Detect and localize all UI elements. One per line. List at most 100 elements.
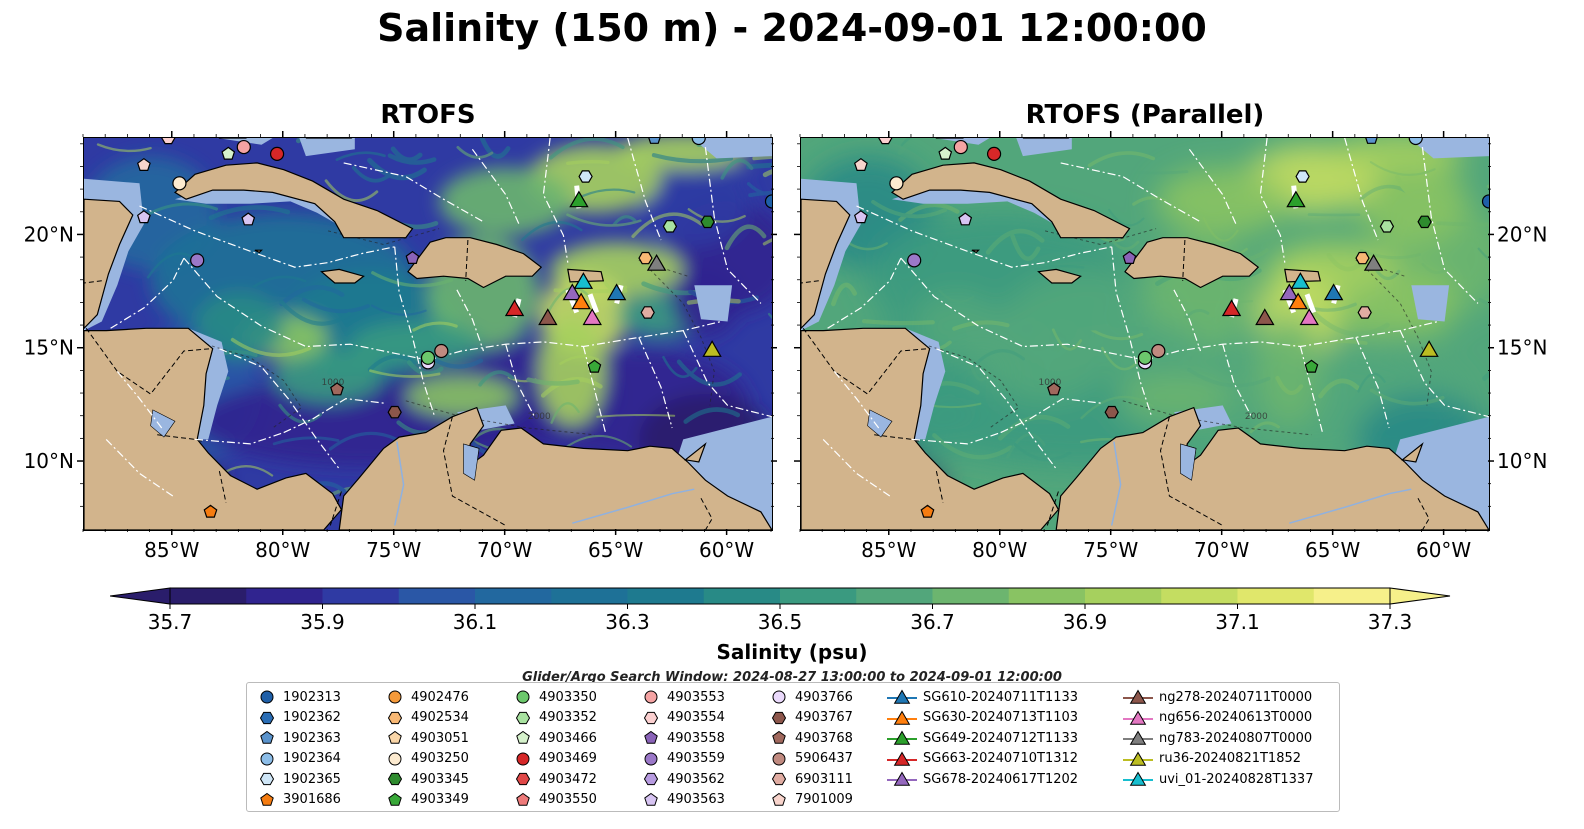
argo-float-4903563[interactable] (853, 210, 868, 224)
argo-float-4903250[interactable] (172, 176, 187, 191)
glider-ng278[interactable] (538, 308, 558, 326)
map-panel-rtofs-parallel[interactable]: 100010002000 (800, 137, 1490, 531)
argo-float-4903345[interactable] (700, 215, 715, 229)
argo-float-1902365[interactable] (578, 170, 593, 183)
argo-float-4903553[interactable] (236, 139, 251, 155)
colorbar-tick-label: 35.9 (300, 610, 345, 634)
legend-label: 4903554 (667, 710, 725, 725)
argo-float-4902534[interactable] (1355, 251, 1370, 265)
argo-float-4903767[interactable] (1104, 405, 1119, 419)
lon-tick-label: 60°W (1416, 538, 1471, 562)
glider-ng656[interactable] (1299, 308, 1319, 326)
glider-SG630[interactable] (571, 292, 591, 310)
argo-float-4903466[interactable] (221, 146, 236, 160)
eez-boundary (343, 162, 484, 223)
argo-float-1902365[interactable] (1295, 170, 1310, 183)
legend-label: 3901686 (283, 792, 341, 807)
argo-float-4903554[interactable] (161, 138, 176, 145)
argo-float-4903559[interactable] (907, 253, 922, 268)
argo-float-7901009[interactable] (136, 157, 151, 172)
argo-float-4903352[interactable] (1379, 220, 1395, 233)
argo-float-4903553[interactable] (953, 139, 968, 155)
glider-ng278[interactable] (1255, 308, 1275, 326)
shelf-area (1411, 285, 1450, 322)
argo-float-4903469[interactable] (986, 146, 1002, 161)
legend-item: 4903554 (641, 708, 725, 728)
glider-SG678[interactable] (1279, 283, 1299, 301)
glider-SG649[interactable] (569, 190, 589, 208)
legend-label: 4903350 (539, 689, 597, 705)
lon-tick-label: 70°W (477, 538, 532, 562)
isobath-contour (205, 343, 303, 429)
argo-float-4903563[interactable] (958, 212, 973, 226)
argo-float-4903767[interactable] (387, 405, 402, 419)
glider-uvi_01[interactable] (1290, 272, 1311, 289)
argo-float-7901009[interactable] (853, 157, 868, 172)
argo-float-4903559[interactable] (190, 253, 205, 268)
colorbar-segment (932, 588, 1010, 604)
argo-float-6903111[interactable] (640, 306, 655, 319)
argo-float-4903250[interactable] (889, 176, 904, 191)
legend-label: 4902534 (411, 710, 469, 725)
argo-float-4903558[interactable] (1122, 250, 1137, 265)
argo-float-5906437[interactable] (434, 343, 449, 359)
argo-float-4903350[interactable] (1137, 350, 1153, 365)
legend-item: 4903558 (641, 728, 725, 748)
glider-SG678[interactable] (562, 283, 582, 301)
legend-item: 1902363 (257, 728, 341, 748)
land-cuba (174, 162, 414, 239)
argo-float-4903563[interactable] (241, 212, 256, 226)
glider-SG610[interactable] (1323, 283, 1344, 301)
glider-uvi_01[interactable] (573, 272, 594, 289)
argo-float-5906437[interactable] (1151, 343, 1166, 359)
argo-float-1902313[interactable] (764, 194, 773, 209)
argo-float-1902363[interactable] (648, 138, 661, 144)
argo-float-1902363[interactable] (1365, 138, 1378, 144)
argo-float-4903469[interactable] (269, 146, 285, 161)
lon-tick-label: 65°W (588, 538, 643, 562)
argo-float-4903558[interactable] (405, 250, 420, 265)
argo-float-3901686[interactable] (920, 504, 935, 518)
eez-boundary (704, 147, 762, 304)
argo-float-4903563[interactable] (136, 210, 151, 224)
argo-float-4903349[interactable] (587, 359, 602, 373)
isobath-contour (1122, 400, 1312, 436)
argo-float-4903466[interactable] (938, 146, 953, 160)
argo-float-4903352[interactable] (662, 220, 678, 233)
argo-float-4903768[interactable] (330, 382, 344, 396)
lon-tick-label: 85°W (861, 538, 916, 562)
glider-ru36[interactable] (1419, 340, 1439, 357)
glider-ng656[interactable] (582, 308, 602, 326)
river (1110, 441, 1122, 526)
argo-float-1902313[interactable] (1481, 194, 1490, 209)
glider-ng783[interactable] (646, 254, 667, 271)
isobath-contour (1366, 269, 1432, 406)
country-border (874, 434, 921, 443)
colorbar-tick-label: 36.9 (1063, 610, 1108, 634)
legend-marker (260, 752, 274, 765)
argo-float-4903349[interactable] (1304, 359, 1319, 373)
land-puertorico (567, 268, 605, 283)
legend-item: uvi_01-20240828T1337 (1123, 769, 1313, 789)
glider-SG610[interactable] (606, 283, 627, 301)
colorbar: 35.7 35.9 36.1 36.3 36.5 36.7 36.9 37.1 37.3 (110, 587, 1451, 634)
argo-float-4902534[interactable] (638, 251, 653, 265)
argo-float-3901686[interactable] (203, 504, 218, 518)
argo-float-1902364[interactable] (691, 138, 706, 146)
glider-SG663[interactable] (1221, 299, 1242, 317)
glider-SG649[interactable] (1286, 190, 1306, 208)
eez-boundary (139, 205, 395, 268)
glider-ng783[interactable] (1363, 254, 1384, 271)
argo-float-4903768[interactable] (1047, 382, 1061, 396)
argo-float-4903345[interactable] (1417, 215, 1432, 229)
glider-ru36[interactable] (702, 340, 722, 357)
legend-marker (887, 710, 917, 725)
map-panel-rtofs[interactable]: 100010002000 (83, 137, 773, 531)
argo-float-6903111[interactable] (1357, 306, 1372, 319)
argo-float-4903554[interactable] (878, 138, 893, 145)
glider-SG663[interactable] (504, 299, 525, 317)
argo-float-1902364[interactable] (1408, 138, 1423, 146)
legend-marker (644, 792, 658, 806)
argo-float-4903350[interactable] (420, 350, 436, 365)
glider-SG630[interactable] (1288, 292, 1308, 310)
